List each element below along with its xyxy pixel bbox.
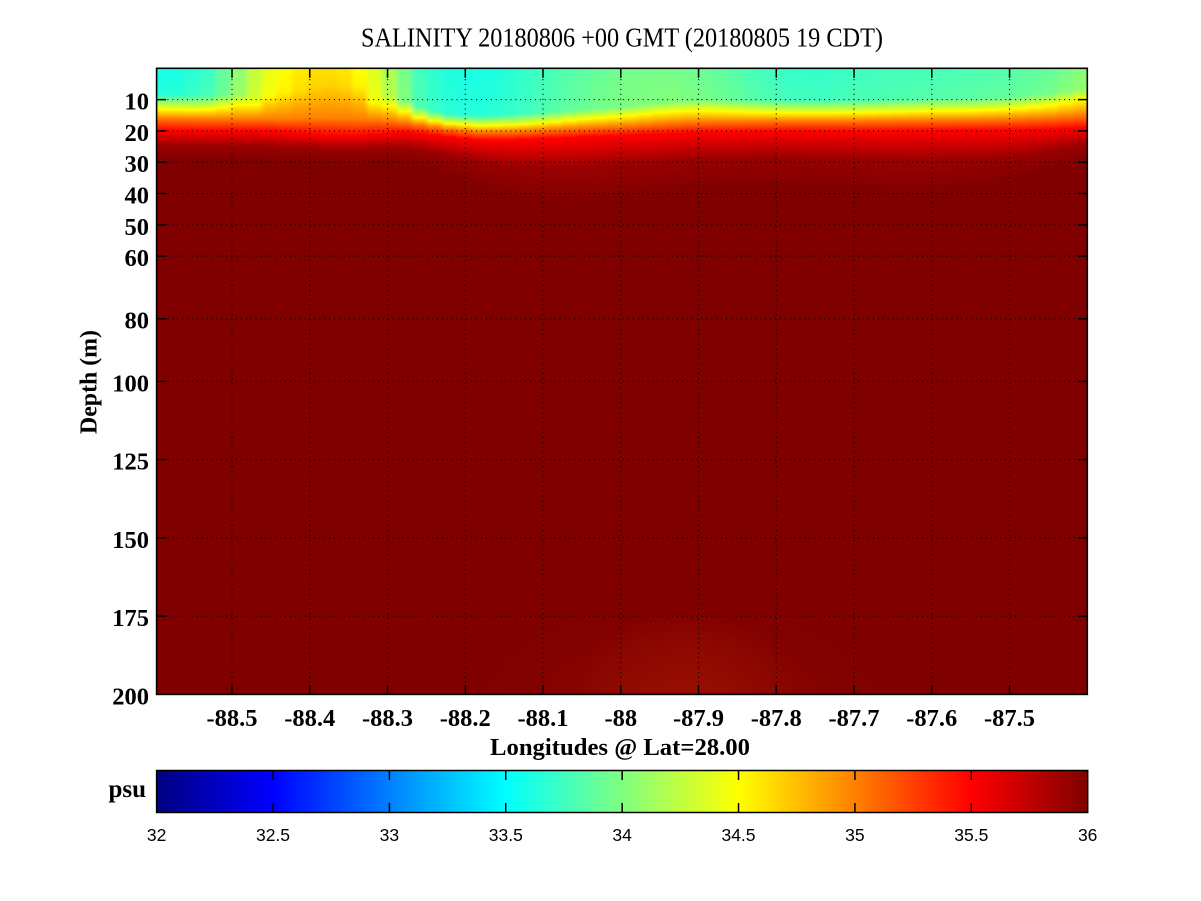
svg-text:34: 34 — [612, 825, 632, 845]
svg-text:35: 35 — [845, 825, 864, 845]
svg-text:psu: psu — [108, 776, 146, 803]
svg-text:34.5: 34.5 — [721, 825, 755, 845]
svg-text:36: 36 — [1078, 825, 1097, 845]
svg-text:32.5: 32.5 — [256, 825, 290, 845]
svg-text:-88: -88 — [604, 705, 637, 732]
svg-text:-88.3: -88.3 — [362, 705, 413, 732]
svg-text:200: 200 — [112, 683, 149, 710]
svg-text:10: 10 — [125, 89, 150, 116]
svg-text:-88.1: -88.1 — [517, 705, 568, 732]
svg-text:20: 20 — [125, 120, 150, 147]
svg-text:60: 60 — [125, 245, 150, 272]
svg-text:-87.7: -87.7 — [828, 705, 879, 732]
svg-text:175: 175 — [112, 605, 149, 632]
svg-text:30: 30 — [125, 151, 150, 178]
svg-text:-88.4: -88.4 — [284, 705, 335, 732]
svg-text:33: 33 — [380, 825, 399, 845]
svg-text:150: 150 — [112, 527, 149, 554]
svg-text:-87.8: -87.8 — [751, 705, 802, 732]
svg-text:125: 125 — [112, 449, 149, 476]
svg-text:Longitudes @ Lat=28.00: Longitudes @ Lat=28.00 — [490, 735, 750, 761]
svg-text:-88.2: -88.2 — [440, 705, 491, 732]
svg-text:-87.6: -87.6 — [906, 705, 957, 732]
svg-text:SALINITY 20180806 +00 GMT (201: SALINITY 20180806 +00 GMT (20180805 19 C… — [361, 23, 883, 53]
svg-text:Depth (m): Depth (m) — [75, 330, 102, 434]
svg-text:35.5: 35.5 — [954, 825, 988, 845]
svg-text:-87.5: -87.5 — [984, 705, 1035, 732]
svg-text:50: 50 — [125, 214, 150, 241]
svg-text:32: 32 — [147, 825, 166, 845]
svg-text:80: 80 — [125, 308, 150, 335]
svg-text:33.5: 33.5 — [489, 825, 523, 845]
svg-text:-87.9: -87.9 — [673, 705, 724, 732]
svg-text:40: 40 — [125, 183, 150, 210]
svg-text:100: 100 — [112, 370, 149, 397]
svg-text:-88.5: -88.5 — [206, 705, 257, 732]
